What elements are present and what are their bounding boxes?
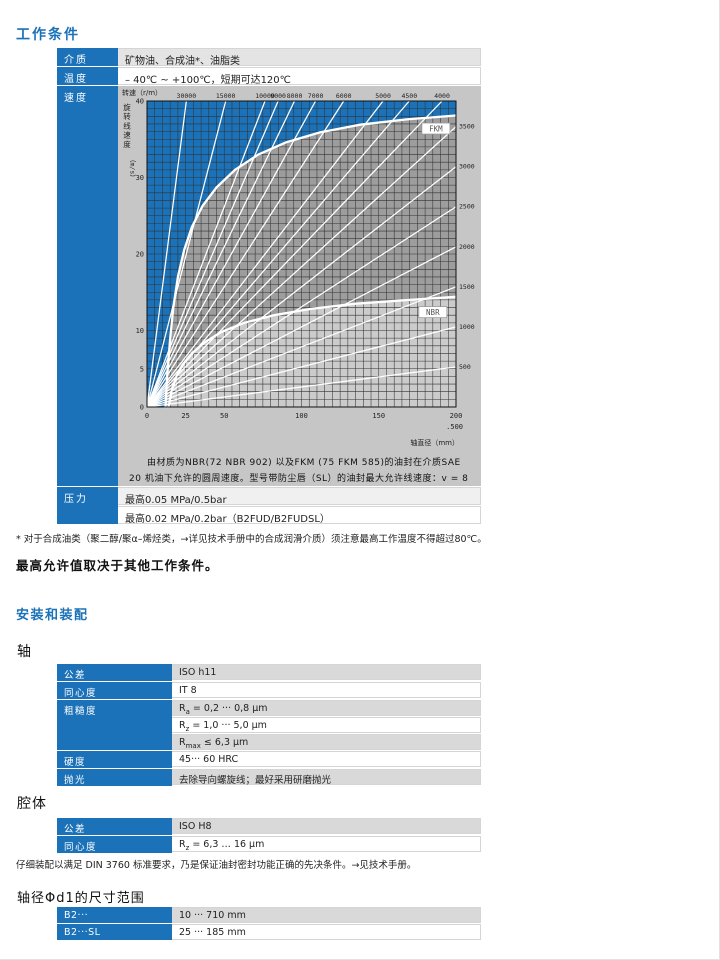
svg-text:1500: 1500 [459,283,475,291]
row-label-temperature: 温度 [57,67,118,85]
svg-text:NBR: NBR [426,308,440,317]
svg-text:0: 0 [140,404,144,412]
svg-text:（m/s）: （m/s） [129,156,137,181]
row-value-temperature: – 40℃ ~ +100℃，短期可达120℃ [118,67,481,86]
svg-text:1000: 1000 [459,323,475,331]
roughness-rz: Rz = 1,0 ··· 5,0 μm [172,717,481,733]
table-row-roughness: 粗糙度 Ra = 0,2 ··· 0,8 μm Rz = 1,0 ··· 5,0… [57,700,481,750]
housing-table: 公差 ISO H8 同心度 Rz = 6,3 … 16 μm [57,818,481,854]
synthetic-oil-footnote: * 对于合成油类（聚二醇/聚α–烯烃类，→详见技术手册中的合成润滑介质）须注意最… [16,534,487,545]
table-row-pressure: 压力 最高0.05 MPa/0.5bar 最高0.02 MPa/0.2bar（B… [57,487,481,525]
row-value-b2sl: 25 ··· 185 mm [172,924,481,940]
svg-text:7000: 7000 [308,92,324,100]
svg-text:转速（r/m）: 转速（r/m） [122,88,162,97]
row-value-tolerance: ISO h11 [172,664,481,680]
svg-text:100: 100 [295,412,308,420]
svg-text:9000: 9000 [270,92,286,100]
speed-chart-cell: 转速（r/m） 30000 15000 10000 9000 8000 7000 6000 50… [118,86,481,500]
svg-text:4500: 4500 [401,92,417,100]
svg-text:2000: 2000 [459,243,475,251]
table-row: 公差 ISO h11 [57,664,481,681]
section-title-installation: 安装和装配 [16,608,89,623]
pressure-value-2: 最高0.02 MPa/0.2bar（B2FUD/B2FUDSL） [118,506,481,525]
row-value-b2: 10 ··· 710 mm [172,907,481,923]
din-assembly-note: 仔细装配以满足 DIN 3760 标准要求，乃是保证油封密封功能正确的先决条件。… [16,860,417,871]
svg-text:10: 10 [136,327,144,335]
svg-text:20: 20 [136,251,144,259]
row-value-concentricity: Rz = 6,3 … 16 μm [172,836,481,852]
row-label-concentricity: 同心度 [57,836,172,853]
table-row: 抛光 去除导向螺旋线；最好采用研磨抛光 [57,769,481,786]
svg-text:200: 200 [450,412,463,420]
svg-text:2500: 2500 [459,203,475,211]
table-row: 公差 ISO H8 [57,818,481,835]
svg-text:5: 5 [140,365,144,373]
table-row: 介质 矿物油、合成油*、油脂类 [57,48,481,67]
pressure-value-1: 最高0.05 MPa/0.5bar [118,487,481,506]
svg-text:旋转线速度: 旋转线速度 [123,102,131,149]
diameter-range-table: B2··· 10 ··· 710 mm B2···SL 25 ··· 185 m… [57,907,481,941]
subsection-title-diameter-range: 轴径Φd1的尺寸范围 [17,891,145,906]
row-value-polish: 去除导向螺旋线；最好采用研磨抛光 [172,769,481,786]
svg-text:150: 150 [372,412,385,420]
subsection-title-housing: 腔体 [17,796,47,812]
row-label-pressure: 压力 [57,487,118,524]
svg-text:0: 0 [145,412,149,420]
svg-text:5000: 5000 [375,92,391,100]
svg-text:3000: 3000 [459,163,475,171]
table-row: B2···SL 25 ··· 185 mm [57,924,481,940]
svg-text:.500: .500 [446,423,463,431]
table-row: 硬度 45··· 60 HRC [57,751,481,768]
table-row-speed: 速度 转速（r/m） 30000 15000 10000 9000 8000 7000 600… [57,86,481,500]
max-value-note: 最高允许值取决于其他工作条件。 [16,558,219,573]
row-label-b2sl: B2···SL [57,924,172,940]
svg-text:25: 25 [181,412,189,420]
row-label-medium: 介质 [57,48,118,66]
row-label-tolerance: 公差 [57,664,172,681]
svg-text:40: 40 [136,98,144,106]
row-label-concentricity: 同心度 [57,682,172,699]
svg-text:15000: 15000 [216,92,236,100]
svg-text:轴直径（mm）: 轴直径（mm） [410,438,459,447]
svg-text:500: 500 [459,363,471,371]
row-value-medium: 矿物油、合成油*、油脂类 [118,48,481,67]
svg-text:30: 30 [136,174,144,182]
row-value-concentricity: IT 8 [172,682,481,698]
svg-text:50: 50 [220,412,228,420]
svg-text:10000: 10000 [255,92,275,100]
table-row: 同心度 Rz = 6,3 … 16 μm [57,836,481,853]
row-label-hardness: 硬度 [57,751,172,768]
row-label-polish: 抛光 [57,769,172,786]
svg-text:FKM: FKM [429,124,443,133]
roughness-ra: Ra = 0,2 ··· 0,8 μm [172,700,481,716]
svg-text:6000: 6000 [336,92,352,100]
row-label-b2: B2··· [57,907,172,923]
svg-text:3500: 3500 [459,123,475,131]
roughness-values: Ra = 0,2 ··· 0,8 μm Rz = 1,0 ··· 5,0 μm … [172,700,481,750]
operating-conditions-table: 介质 矿物油、合成油*、油脂类 温度 – 40℃ ~ +100℃，短期可达120… [57,48,481,525]
pressure-values: 最高0.05 MPa/0.5bar 最高0.02 MPa/0.2bar（B2FU… [118,487,481,525]
page-title: 工作条件 [16,27,80,43]
row-label-tolerance: 公差 [57,818,172,835]
table-row: 温度 – 40℃ ~ +100℃，短期可达120℃ [57,67,481,86]
table-row: B2··· 10 ··· 710 mm [57,907,481,923]
row-label-roughness: 粗糙度 [57,700,172,750]
shaft-table: 公差 ISO h11 同心度 IT 8 粗糙度 Ra = 0,2 ··· 0,8… [57,664,481,787]
svg-text:30000: 30000 [177,92,197,100]
row-value-hardness: 45··· 60 HRC [172,751,481,767]
roughness-rmax: Rmax ≤ 6,3 μm [172,734,481,750]
row-value-tolerance: ISO H8 [172,818,481,834]
subsection-title-shaft: 轴 [17,644,32,660]
row-label-speed: 速度 [57,86,118,486]
svg-text:8000: 8000 [287,92,303,100]
svg-text:4000: 4000 [434,92,450,100]
table-row: 同心度 IT 8 [57,682,481,699]
